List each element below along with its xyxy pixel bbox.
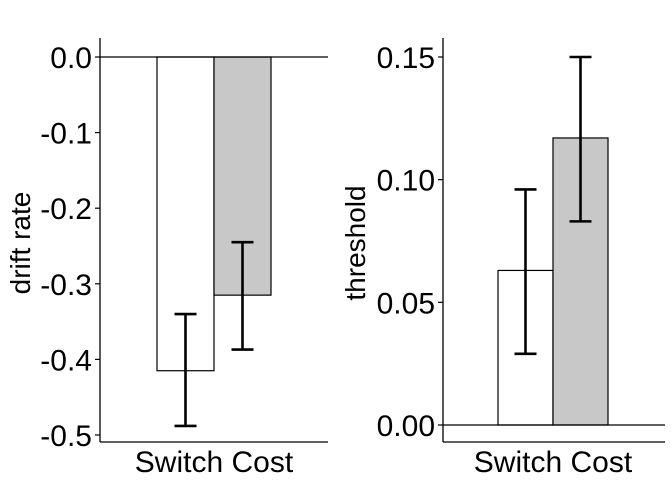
y-tick-label: 0.0 bbox=[50, 42, 92, 75]
y-tick-label: 0.05 bbox=[377, 287, 435, 320]
panel-1: 0.0 -0.1 -0.2 -0.3 -0.4 -0.5 Switch Cost drift … bbox=[5, 38, 328, 479]
error-bar-series-1 bbox=[514, 188, 537, 356]
panel-2: 0.00 0.05 0.10 0.15 Switch Cost threshold bbox=[340, 38, 665, 479]
x-category-label: Switch Cost bbox=[474, 446, 633, 479]
y-axis-title: drift rate bbox=[5, 192, 36, 295]
error-bar-series-2 bbox=[569, 55, 592, 223]
y-tick-label: -0.5 bbox=[40, 420, 92, 453]
y-axis-title: threshold bbox=[340, 185, 371, 300]
error-bar-series-1 bbox=[174, 312, 197, 428]
y-tick-label: 0.10 bbox=[377, 165, 435, 198]
y-tick-label: -0.2 bbox=[40, 193, 92, 226]
x-category-label: Switch Cost bbox=[135, 446, 294, 479]
y-tick-label: 0.15 bbox=[377, 42, 435, 75]
y-tick-label: -0.3 bbox=[40, 269, 92, 302]
error-bar-series-2 bbox=[231, 240, 254, 351]
y-tick-label: -0.4 bbox=[40, 344, 92, 377]
y-tick-label: -0.1 bbox=[40, 118, 92, 151]
y-tick-label: 0.00 bbox=[377, 410, 435, 443]
